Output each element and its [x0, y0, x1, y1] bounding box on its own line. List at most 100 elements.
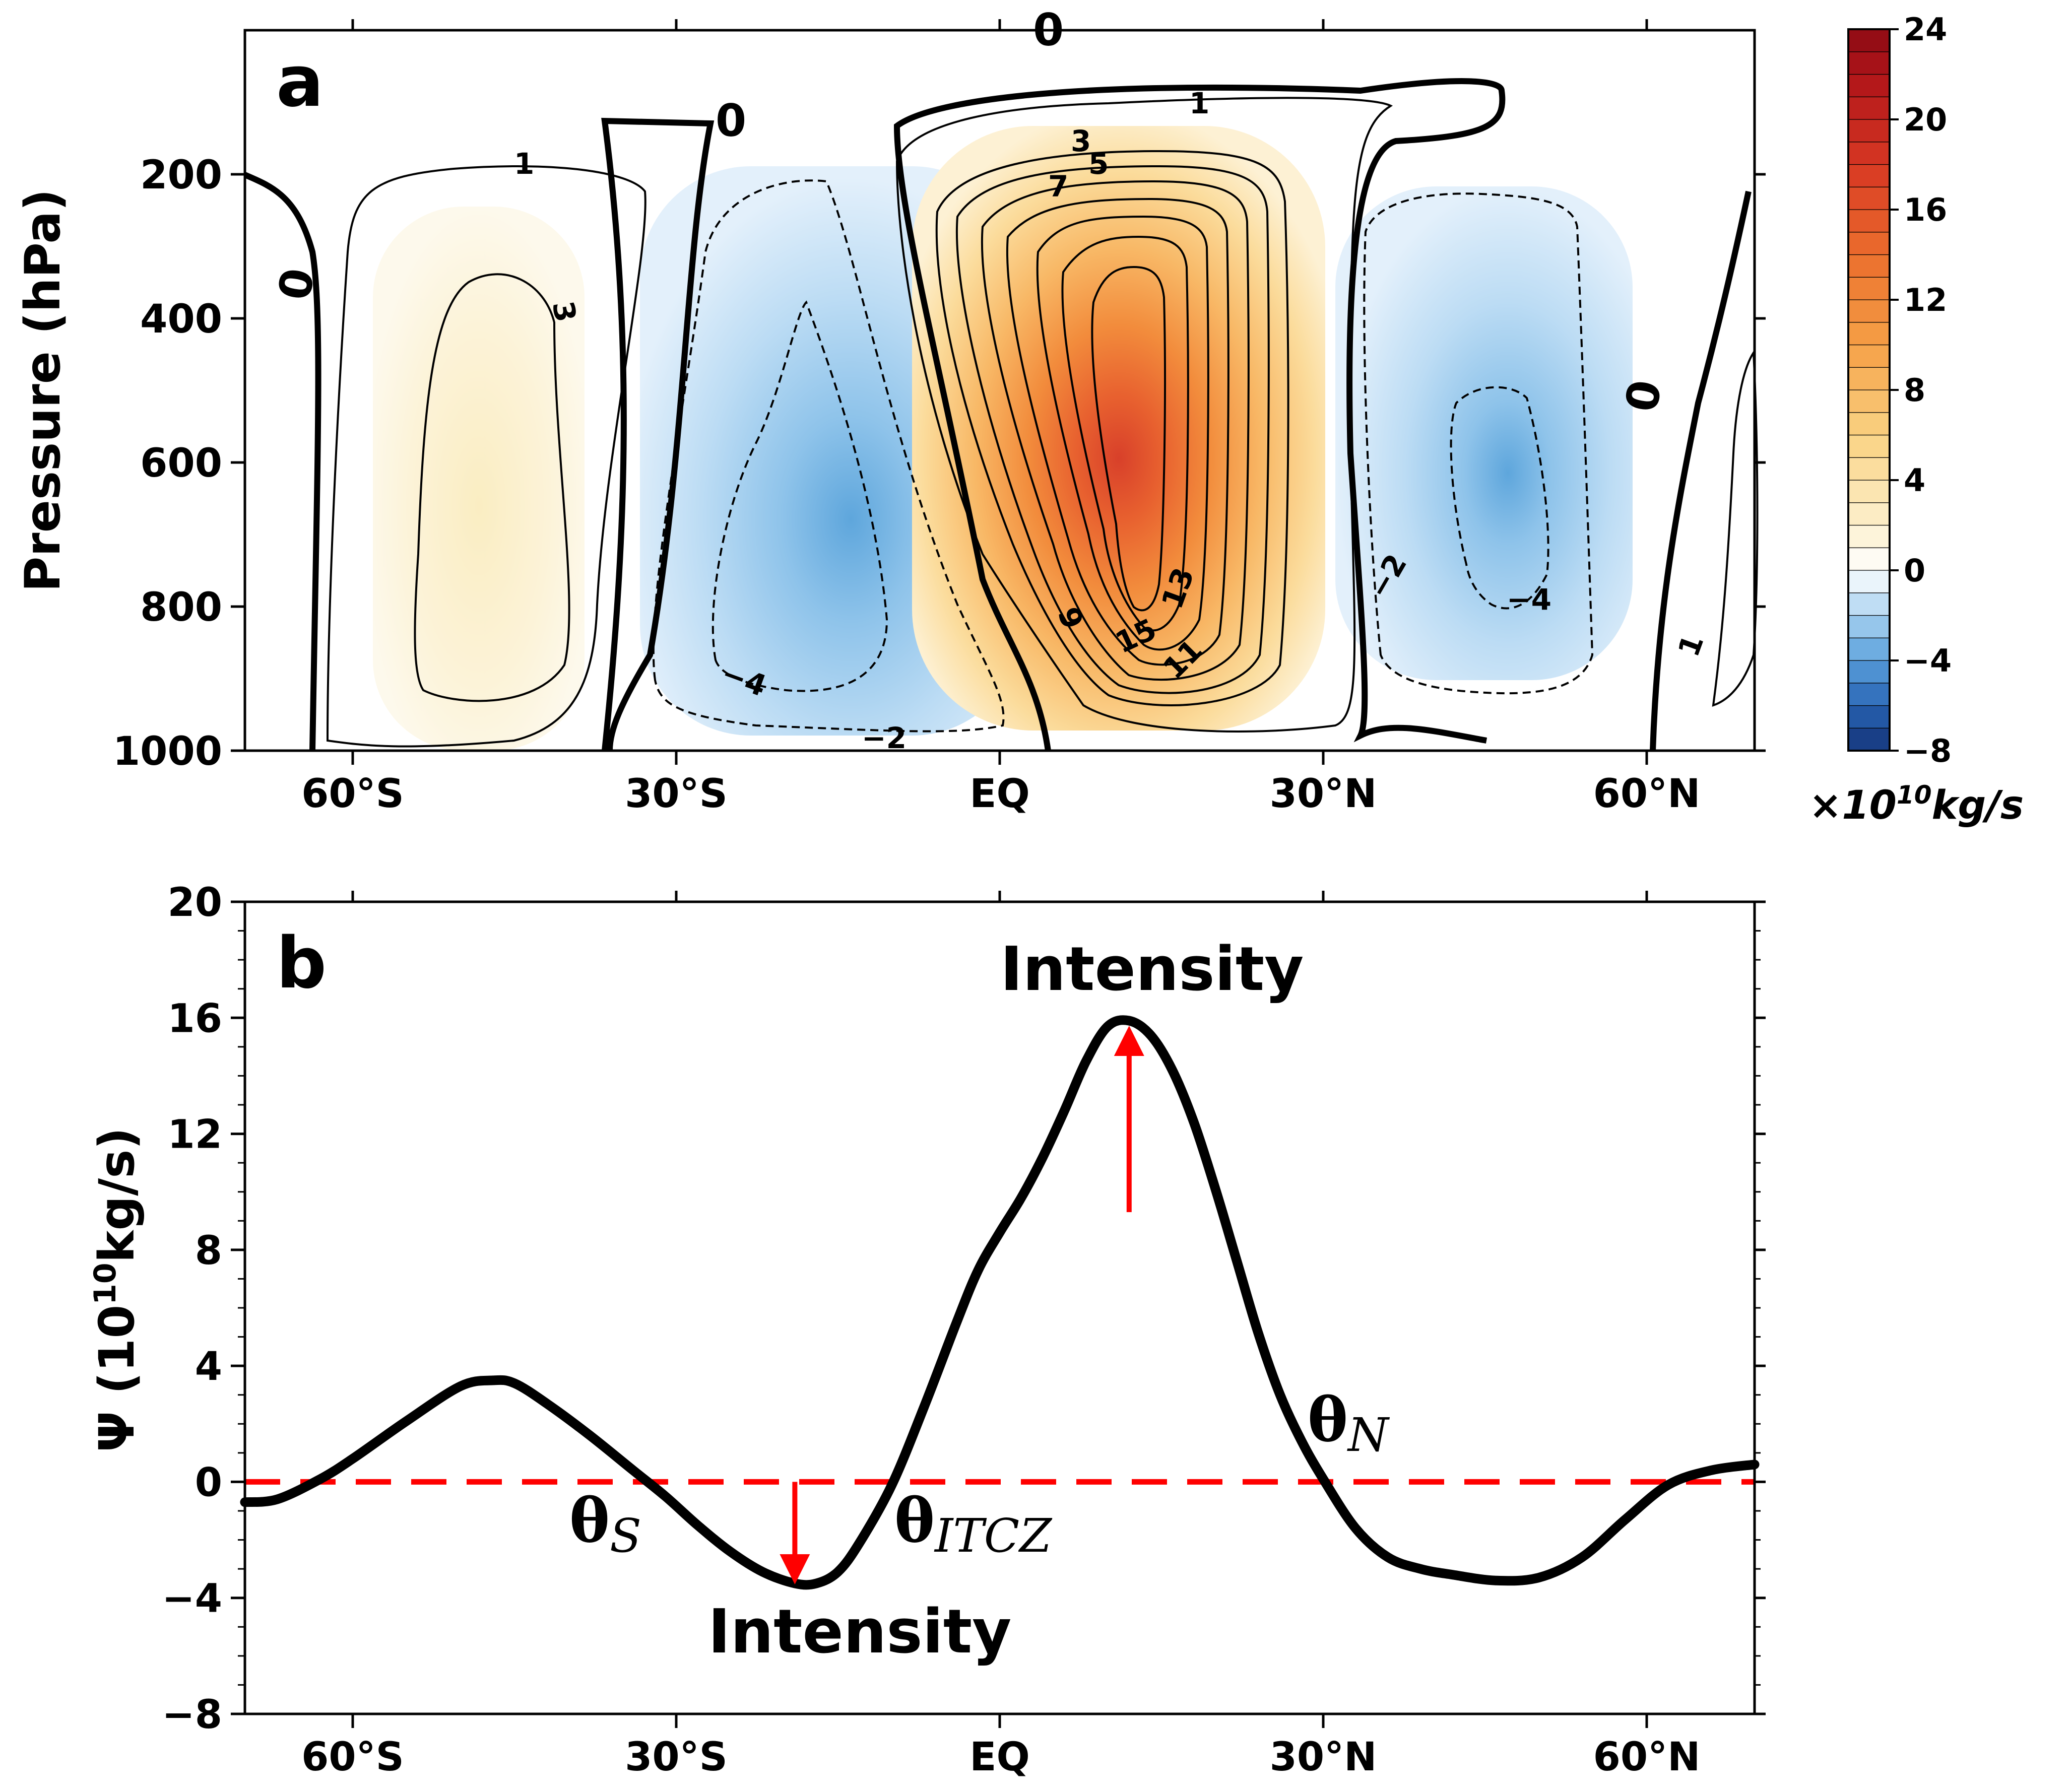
contour-label-5-equator: 5 — [1088, 147, 1109, 181]
panel-b-xtick-label: 60°N — [1593, 1735, 1701, 1780]
panel-b-ytick-label: 16 — [167, 996, 222, 1041]
theta-itcz-main: θ — [894, 1485, 935, 1556]
panel-a-xtick-label: 60°N — [1593, 771, 1701, 817]
panel-b-xtick-label: 30°N — [1270, 1735, 1377, 1780]
contour-neg2-north — [1363, 192, 1594, 695]
colorbar-tick-label: 16 — [1904, 191, 1947, 228]
colorbar-ticks: 24 20 16 12 8 4 0 −4 −8 — [1890, 11, 1952, 769]
colorbar-tick-label: 0 — [1904, 552, 1925, 589]
panel-a-ytick-label: 400 — [140, 297, 222, 342]
panel-a-ytick-label: 1000 — [113, 729, 222, 774]
colorbar-band — [1848, 705, 1890, 728]
contour-1-south — [326, 165, 646, 748]
southern-ferrel-positive-cell — [373, 207, 585, 751]
panel-a-xtick-label: EQ — [969, 771, 1030, 817]
colorbar: 24 20 16 12 8 4 0 −4 −8 ×1010kg/s — [1809, 11, 2024, 828]
northern-ferrel-cell — [1335, 186, 1633, 680]
panel-a-y-axis-title: Pressure (hPa) — [15, 189, 71, 592]
contour-neg4-south — [711, 300, 888, 692]
panel-b-x-axis: 60°S 30°S EQ 30°N 60°N — [301, 891, 1700, 1780]
panel-b-ytick-label: −8 — [162, 1692, 222, 1738]
contour-3-south — [414, 273, 570, 702]
zero-contour-north — [1650, 190, 1752, 751]
panel-b-letter: b — [276, 922, 327, 1005]
streamfunction-line — [240, 1015, 1760, 1590]
contour-label-3-equator: 3 — [1071, 124, 1091, 158]
heatmap-fills — [373, 126, 1633, 751]
panel-b-xtick-label: EQ — [969, 1735, 1030, 1780]
colorbar-band — [1848, 524, 1890, 548]
theta-itcz-label: θITCZ — [894, 1485, 1053, 1563]
colorbar-band — [1848, 727, 1890, 751]
colorbar-band — [1848, 412, 1890, 436]
panel-b-ytick-label: 8 — [195, 1228, 222, 1274]
colorbar-band — [1848, 344, 1890, 368]
theta-s-main: θ — [569, 1485, 610, 1556]
colorbar-band — [1848, 457, 1890, 481]
colorbar-band — [1848, 322, 1890, 346]
panel-b-ylabel-exp: 10 — [88, 1263, 123, 1305]
panel-a: a — [15, 4, 2024, 828]
colorbar-unit-suffix: kg/s — [1932, 783, 2024, 828]
panel-b-ytick-label: 12 — [167, 1112, 222, 1158]
contour-7-equator — [981, 180, 1250, 681]
panel-b-frame — [243, 900, 1756, 1715]
colorbar-tick-label: 8 — [1904, 372, 1925, 409]
colorbar-unit-prefix: ×10 — [1809, 783, 1897, 828]
panel-a-xtick-label: 30°N — [1270, 771, 1377, 817]
contour-label-7-equator: 7 — [1048, 169, 1068, 204]
colorbar-band — [1848, 683, 1890, 706]
colorbar-band — [1848, 615, 1890, 638]
colorbar-band — [1848, 434, 1890, 458]
panel-a-letter: a — [276, 41, 323, 123]
colorbar-band — [1848, 209, 1890, 233]
contour-label-1-north: 1 — [1671, 630, 1711, 661]
panel-b-xtick-label: 30°S — [625, 1735, 728, 1780]
colorbar-band — [1848, 637, 1890, 661]
colorbar-unit: ×1010kg/s — [1809, 780, 2024, 828]
panel-b-xtick-label: 60°S — [301, 1735, 404, 1780]
contour-15-equator — [1091, 266, 1166, 612]
colorbar-band — [1848, 367, 1890, 390]
theta-s-sub: S — [610, 1509, 641, 1563]
colorbar-band — [1848, 299, 1890, 323]
panel-a-x-axis: 60°S 30°S EQ 30°N 60°N — [301, 19, 1700, 817]
theta-n-main: θ — [1308, 1384, 1348, 1455]
contour-13-equator — [1061, 235, 1189, 632]
colorbar-band — [1848, 96, 1890, 120]
panel-b-ytick-label: 20 — [167, 880, 222, 925]
colorbar-band — [1848, 51, 1890, 75]
contour-label-1-equator: 1 — [1189, 86, 1209, 120]
colorbar-unit-exp: 10 — [1897, 780, 1932, 810]
colorbar-band — [1848, 592, 1890, 616]
contour-lines — [243, 78, 1759, 751]
contour-label-zero-south: 0 — [716, 95, 746, 147]
colorbar-band — [1848, 660, 1890, 684]
panel-a-xtick-label: 30°S — [625, 771, 728, 817]
colorbar-band — [1848, 502, 1890, 526]
panel-a-ytick-label: 200 — [140, 153, 222, 198]
panel-a-ytick-label: 800 — [140, 585, 222, 630]
colorbar-tick-label: −8 — [1904, 733, 1952, 769]
contour-neg4-north — [1450, 386, 1549, 610]
colorbar-band — [1848, 74, 1890, 97]
contour-11-equator — [1036, 215, 1209, 651]
contour-label-1-south: 1 — [514, 147, 534, 181]
colorbar-band — [1848, 186, 1890, 210]
intensity-label-south: Intensity — [708, 1597, 1011, 1667]
colorbar-band — [1848, 142, 1890, 165]
zero-contour-west — [243, 172, 321, 751]
colorbar-tick-label: 12 — [1904, 282, 1947, 318]
panel-a-ytick-label: 600 — [140, 441, 222, 486]
theta-s-label: θS — [569, 1485, 641, 1563]
panel-b-y-axis: −8 −4 0 4 8 12 16 20 — [162, 880, 1766, 1738]
contour-1-equator — [895, 97, 1393, 733]
colorbar-tick-label: 20 — [1904, 101, 1947, 138]
panel-b-y-axis-title: Ψ (1010kg/s) — [88, 1127, 145, 1452]
theta-n-label: θN — [1308, 1384, 1390, 1462]
theta-n-sub: N — [1347, 1408, 1390, 1462]
colorbar-bands — [1848, 29, 1890, 751]
colorbar-tick-label: 24 — [1904, 11, 1947, 48]
contour-label-neg4-north: −4 — [1507, 582, 1551, 617]
